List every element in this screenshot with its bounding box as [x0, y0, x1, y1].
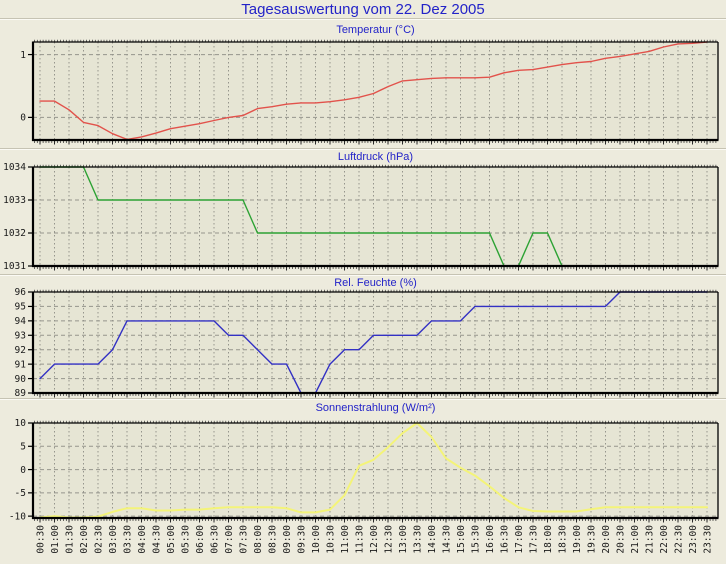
svg-text:09:00: 09:00 [282, 525, 293, 554]
svg-text:01:30: 01:30 [65, 525, 76, 554]
separator-1 [0, 148, 726, 150]
y-axis-labels: 01 [20, 50, 33, 124]
svg-text:20:00: 20:00 [601, 525, 612, 554]
chart-title-radiation: Sonnenstrahlung (W/m²) [315, 402, 436, 414]
chart-title-temperature: Temperatur (°C) [336, 24, 415, 36]
svg-text:18:00: 18:00 [543, 525, 554, 554]
svg-text:06:00: 06:00 [195, 525, 206, 554]
svg-text:1034: 1034 [3, 162, 26, 173]
svg-text:21:00: 21:00 [630, 525, 641, 554]
svg-text:92: 92 [15, 345, 26, 356]
svg-text:11:00: 11:00 [340, 525, 351, 554]
page-title: Tagesauswertung vom 22. Dez 2005 [241, 1, 485, 18]
separator-3 [0, 398, 726, 400]
svg-text:16:00: 16:00 [485, 525, 496, 554]
svg-text:93: 93 [15, 330, 26, 341]
svg-text:08:00: 08:00 [253, 525, 264, 554]
svg-text:0: 0 [20, 465, 26, 476]
svg-text:02:00: 02:00 [79, 525, 90, 554]
svg-text:14:30: 14:30 [442, 525, 453, 554]
svg-text:1033: 1033 [3, 195, 26, 206]
svg-text:01:00: 01:00 [50, 525, 61, 554]
svg-text:20:30: 20:30 [616, 525, 627, 554]
svg-text:14:00: 14:00 [427, 525, 438, 554]
svg-text:22:00: 22:00 [659, 525, 670, 554]
svg-text:09:30: 09:30 [297, 525, 308, 554]
svg-text:02:30: 02:30 [94, 525, 105, 554]
axis-ticks [34, 420, 717, 523]
svg-text:13:00: 13:00 [398, 525, 409, 554]
svg-text:-5: -5 [15, 488, 26, 499]
y-axis-labels: 89 90 91 92 93 94 95 96 [15, 287, 33, 399]
humidity-chart: 89 90 91 92 93 94 95 96 [15, 287, 719, 399]
svg-text:94: 94 [15, 316, 27, 327]
x-axis-labels: 00:30 01:00 01:30 02:00 02:30 03:00 03:30 04:00… [36, 525, 714, 554]
svg-text:96: 96 [15, 287, 27, 298]
chart-title-humidity: Rel. Feuchte (%) [334, 277, 417, 289]
svg-text:18:30: 18:30 [558, 525, 569, 554]
svg-text:12:00: 12:00 [369, 525, 380, 554]
y-axis-labels: 1031 1032 1033 1034 [3, 162, 33, 272]
svg-text:90: 90 [15, 374, 27, 385]
svg-text:11:30: 11:30 [355, 525, 366, 554]
svg-text:13:30: 13:30 [413, 525, 424, 554]
svg-text:05:00: 05:00 [166, 525, 177, 554]
svg-text:19:00: 19:00 [572, 525, 583, 554]
separator-top [0, 18, 726, 20]
svg-text:05:30: 05:30 [181, 525, 192, 554]
radiation-chart: -10 -5 0 5 10 [9, 418, 719, 523]
separator-2 [0, 274, 726, 276]
svg-text:10: 10 [15, 418, 27, 429]
plot-border [31, 422, 719, 520]
svg-text:10:30: 10:30 [326, 525, 337, 554]
svg-text:03:30: 03:30 [123, 525, 134, 554]
plot-border [31, 166, 719, 268]
svg-text:16:30: 16:30 [500, 525, 511, 554]
plot-border [31, 41, 719, 142]
svg-text:15:00: 15:00 [456, 525, 467, 554]
svg-text:03:00: 03:00 [108, 525, 119, 554]
svg-text:04:00: 04:00 [137, 525, 148, 554]
svg-text:23:00: 23:00 [688, 525, 699, 554]
pressure-chart: 1031 1032 1033 1034 [3, 162, 719, 272]
svg-text:08:30: 08:30 [268, 525, 279, 554]
gridlines [33, 42, 718, 140]
svg-text:1032: 1032 [3, 228, 26, 239]
svg-text:12:30: 12:30 [384, 525, 395, 554]
radiation-line [39, 422, 708, 519]
y-axis-labels: -10 -5 0 5 10 [9, 418, 33, 522]
svg-text:17:00: 17:00 [514, 525, 525, 554]
svg-text:1: 1 [20, 50, 26, 61]
gridlines [33, 292, 718, 393]
svg-text:19:30: 19:30 [587, 525, 598, 554]
svg-text:15:30: 15:30 [471, 525, 482, 554]
svg-text:23:30: 23:30 [703, 525, 714, 554]
gridlines [33, 167, 718, 266]
svg-text:06:30: 06:30 [210, 525, 221, 554]
svg-text:17:30: 17:30 [529, 525, 540, 554]
chart-title-pressure: Luftdruck (hPa) [337, 151, 414, 163]
svg-text:21:30: 21:30 [645, 525, 656, 554]
svg-text:5: 5 [20, 441, 26, 452]
humidity-line [39, 291, 708, 394]
gridlines [33, 423, 718, 518]
svg-text:89: 89 [15, 388, 27, 399]
svg-text:22:30: 22:30 [674, 525, 685, 554]
svg-text:10:00: 10:00 [311, 525, 322, 554]
svg-text:91: 91 [15, 359, 27, 370]
svg-text:95: 95 [15, 302, 26, 313]
svg-text:07:00: 07:00 [224, 525, 235, 554]
svg-text:00:30: 00:30 [36, 525, 47, 554]
temperature-chart: 01 [20, 39, 719, 145]
svg-text:07:30: 07:30 [239, 525, 250, 554]
svg-text:1031: 1031 [3, 261, 26, 272]
temperature-line [39, 41, 708, 141]
svg-text:04:30: 04:30 [152, 525, 163, 554]
svg-text:-10: -10 [9, 511, 26, 522]
svg-text:0: 0 [20, 113, 26, 124]
plot-border [31, 291, 719, 395]
